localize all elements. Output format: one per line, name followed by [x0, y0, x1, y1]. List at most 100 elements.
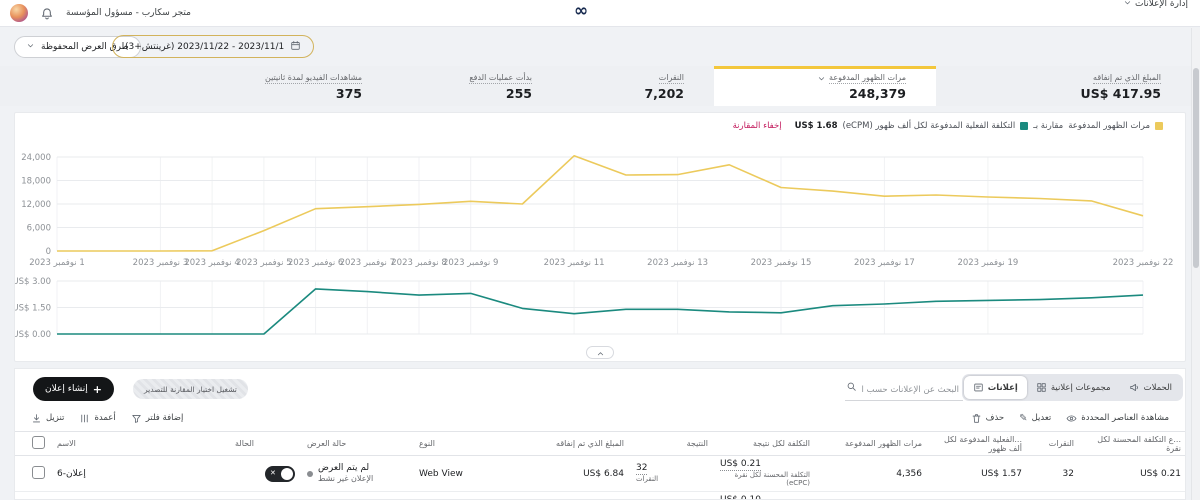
- saved-views-label: طرق العرض المحفوظة: [41, 42, 129, 52]
- chart-legend: مرات الظهور المدفوعة مقارنة بـ التكلفة ا…: [733, 121, 1163, 131]
- chevron-down-icon: [818, 77, 825, 81]
- svg-text:24,000: 24,000: [21, 153, 51, 163]
- action-label: تنزيل: [46, 413, 65, 423]
- svg-text:22 نوفمبر 2023: 22 نوفمبر 2023: [1113, 258, 1174, 268]
- toggle-knob: [281, 467, 293, 480]
- search-icon: [847, 382, 856, 391]
- ads-management-label: إدارة الإعلانات: [1134, 0, 1188, 9]
- ad-name[interactable]: إعلان-6: [57, 468, 86, 479]
- row-checkbox[interactable]: [32, 465, 45, 479]
- series2-value: US$ 1.68: [794, 121, 838, 131]
- cost-per-result-cell: US$ 0.21 التكلفة المحسنة لكل نقرة (eCPC): [714, 459, 816, 488]
- metric-value: 7,202: [644, 86, 684, 101]
- cost-per-result-value[interactable]: US$ 0.10: [720, 495, 761, 499]
- columns-action[interactable]: أعمدة: [79, 413, 116, 424]
- date-range-picker[interactable]: 2023/11/1 - 2023/11/22 (غرينتش+3): [112, 35, 315, 58]
- svg-text:9 نوفمبر 2023: 9 نوفمبر 2023: [443, 258, 498, 268]
- action-label: تعديل: [1031, 413, 1052, 423]
- column-header-result[interactable]: النتيجة: [686, 439, 708, 448]
- filter-icon: [132, 414, 141, 423]
- metric-label[interactable]: مرات الظهور المدفوعة: [829, 73, 906, 84]
- collapse-chart-button[interactable]: [586, 346, 614, 359]
- metric-value: 248,379: [849, 86, 906, 101]
- select-all-checkbox[interactable]: [32, 436, 45, 449]
- metric-card-paid-impressions[interactable]: مرات الظهور المدفوعة 248,379: [714, 66, 936, 106]
- row-select-cell: [15, 465, 51, 482]
- column-header-type[interactable]: النوع: [419, 439, 435, 448]
- cost-per-result-value[interactable]: US$ 0.21: [720, 459, 761, 471]
- download-action[interactable]: تنزيل: [31, 413, 64, 424]
- svg-text:19 نوفمبر 2023: 19 نوفمبر 2023: [957, 258, 1018, 268]
- column-header-ecpm[interactable]: ...الفعلية المدفوعة لكل ألف ظهور: [943, 434, 1022, 453]
- notifications-bell[interactable]: [40, 6, 54, 25]
- download-icon: [32, 413, 41, 422]
- table-tools: تنزيل أعمدة إضافة فلتر: [31, 409, 183, 427]
- pencil-action[interactable]: تعديل ✎: [1019, 413, 1051, 424]
- chevron-up-icon: [597, 352, 603, 356]
- result-value[interactable]: 32: [636, 463, 648, 476]
- trash-action[interactable]: حذف: [971, 413, 1004, 424]
- meta-logo-icon[interactable]: ∞: [574, 1, 589, 21]
- ecpc-value: US$ 0.21: [1140, 468, 1181, 479]
- svg-text:13 نوفمبر 2023: 13 نوفمبر 2023: [647, 258, 708, 268]
- filter-action[interactable]: إضافة فلتر: [131, 413, 183, 424]
- date-range-value: 2023/11/1 - 2023/11/22 (غرينتش+3): [125, 41, 285, 52]
- eye-action[interactable]: مشاهدة العناصر المحددة: [1066, 413, 1169, 424]
- metric-label[interactable]: النقرات: [658, 73, 684, 84]
- create-ad-button[interactable]: + إنشاء إعلان: [33, 377, 114, 401]
- series1-label: مرات الظهور المدفوعة: [1068, 121, 1150, 131]
- performance-chart-card: مرات الظهور المدفوعة مقارنة بـ التكلفة ا…: [14, 112, 1186, 362]
- action-label: أعمدة: [94, 413, 116, 423]
- column-header-cpr[interactable]: التكلفة لكل نتيجة: [753, 439, 810, 448]
- clicks-value: 32: [1062, 468, 1074, 479]
- column-header-ecpc[interactable]: ...ع التكلفة المحسنة لكل نقرة: [1097, 434, 1181, 453]
- tab-ads[interactable]: إعلانات: [963, 376, 1027, 399]
- metric-label[interactable]: المبلغ الذي تم إنفاقه: [1093, 73, 1161, 84]
- column-header-status[interactable]: الحالة: [235, 439, 254, 448]
- tab-adsets-grid[interactable]: مجموعات إعلانية: [1027, 376, 1120, 399]
- chevron-down-icon: [26, 41, 35, 53]
- metric-cards-strip: المبلغ الذي تم إنفاقه US$ 417.95 مرات الظه…: [0, 66, 1191, 106]
- amount-spent-value: US$ 6.84: [583, 468, 624, 479]
- column-header-clicks[interactable]: النقرات: [1048, 439, 1074, 448]
- svg-text:15 نوفمبر 2023: 15 نوفمبر 2023: [751, 258, 812, 268]
- metric-card-video-views-2s[interactable]: مشاهدات الفيديو لمدة ثانيتين 375: [162, 66, 392, 106]
- svg-text:1 نوفمبر 2023: 1 نوفمبر 2023: [29, 258, 84, 268]
- ecpm-value: US$ 1.57: [981, 468, 1022, 479]
- tab-megaphone[interactable]: الحملات: [1120, 376, 1181, 399]
- series2-swatch: [1020, 122, 1029, 130]
- saved-views-dropdown[interactable]: طرق العرض المحفوظة: [14, 36, 141, 58]
- column-header-delivery[interactable]: حالة العرض: [307, 439, 347, 448]
- metric-label[interactable]: مشاهدات الفيديو لمدة ثانيتين: [264, 73, 362, 84]
- metric-card-clicks[interactable]: النقرات 7,202: [562, 66, 714, 106]
- status-toggle[interactable]: ✕: [265, 465, 295, 482]
- svg-text:4 نوفمبر 2023: 4 نوفمبر 2023: [184, 258, 239, 268]
- metric-card-amount-spent[interactable]: المبلغ الذي تم إنفاقه US$ 417.95: [936, 66, 1191, 106]
- scrollbar-thumb[interactable]: [1193, 68, 1199, 268]
- metric-card-checkouts-initiated[interactable]: بدأت عمليات الدفع 255: [392, 66, 562, 106]
- hide-comparison-link[interactable]: إخفاء المقارنة: [732, 121, 782, 131]
- column-header-name[interactable]: الاسم: [57, 439, 76, 448]
- calendar-icon: [291, 40, 300, 50]
- chevron-down-icon: [1124, 1, 1131, 5]
- ads-management-menu[interactable]: إدارة الإعلانات: [1123, 0, 1188, 10]
- table-header-row: الاسم الحالة حالة العرض النوع المبلغ الذي تم…: [15, 431, 1185, 456]
- selection-actions: مشاهدة العناصر المحددة تعديل ✎ حذف: [971, 409, 1169, 427]
- svg-text:0: 0: [46, 247, 51, 257]
- plus-icon: +: [92, 382, 102, 396]
- cost-per-result-cell: US$ 0.10التكلفة المحسنة لكل نقرة (eCPC): [714, 495, 816, 499]
- status-dot-icon: [307, 470, 313, 477]
- comparison-export-pill[interactable]: تشغيل اختيار المقارنة للتصدير: [133, 379, 248, 399]
- ad-type: Web View: [419, 468, 463, 479]
- metric-value: 375: [335, 86, 362, 101]
- search-input[interactable]: [845, 380, 963, 401]
- svg-text:7 نوفمبر 2023: 7 نوفمبر 2023: [340, 258, 395, 268]
- metric-label[interactable]: بدأت عمليات الدفع: [469, 73, 532, 84]
- chevron-up-icon: [596, 343, 605, 362]
- column-header-spent[interactable]: المبلغ الذي تم إنفاقه: [556, 439, 624, 448]
- user-avatar[interactable]: [10, 4, 28, 22]
- column-header-impressions[interactable]: مرات الظهور المدفوعة: [845, 439, 922, 448]
- result-cell: 32 النقرات: [630, 463, 714, 483]
- search-field: [845, 377, 963, 401]
